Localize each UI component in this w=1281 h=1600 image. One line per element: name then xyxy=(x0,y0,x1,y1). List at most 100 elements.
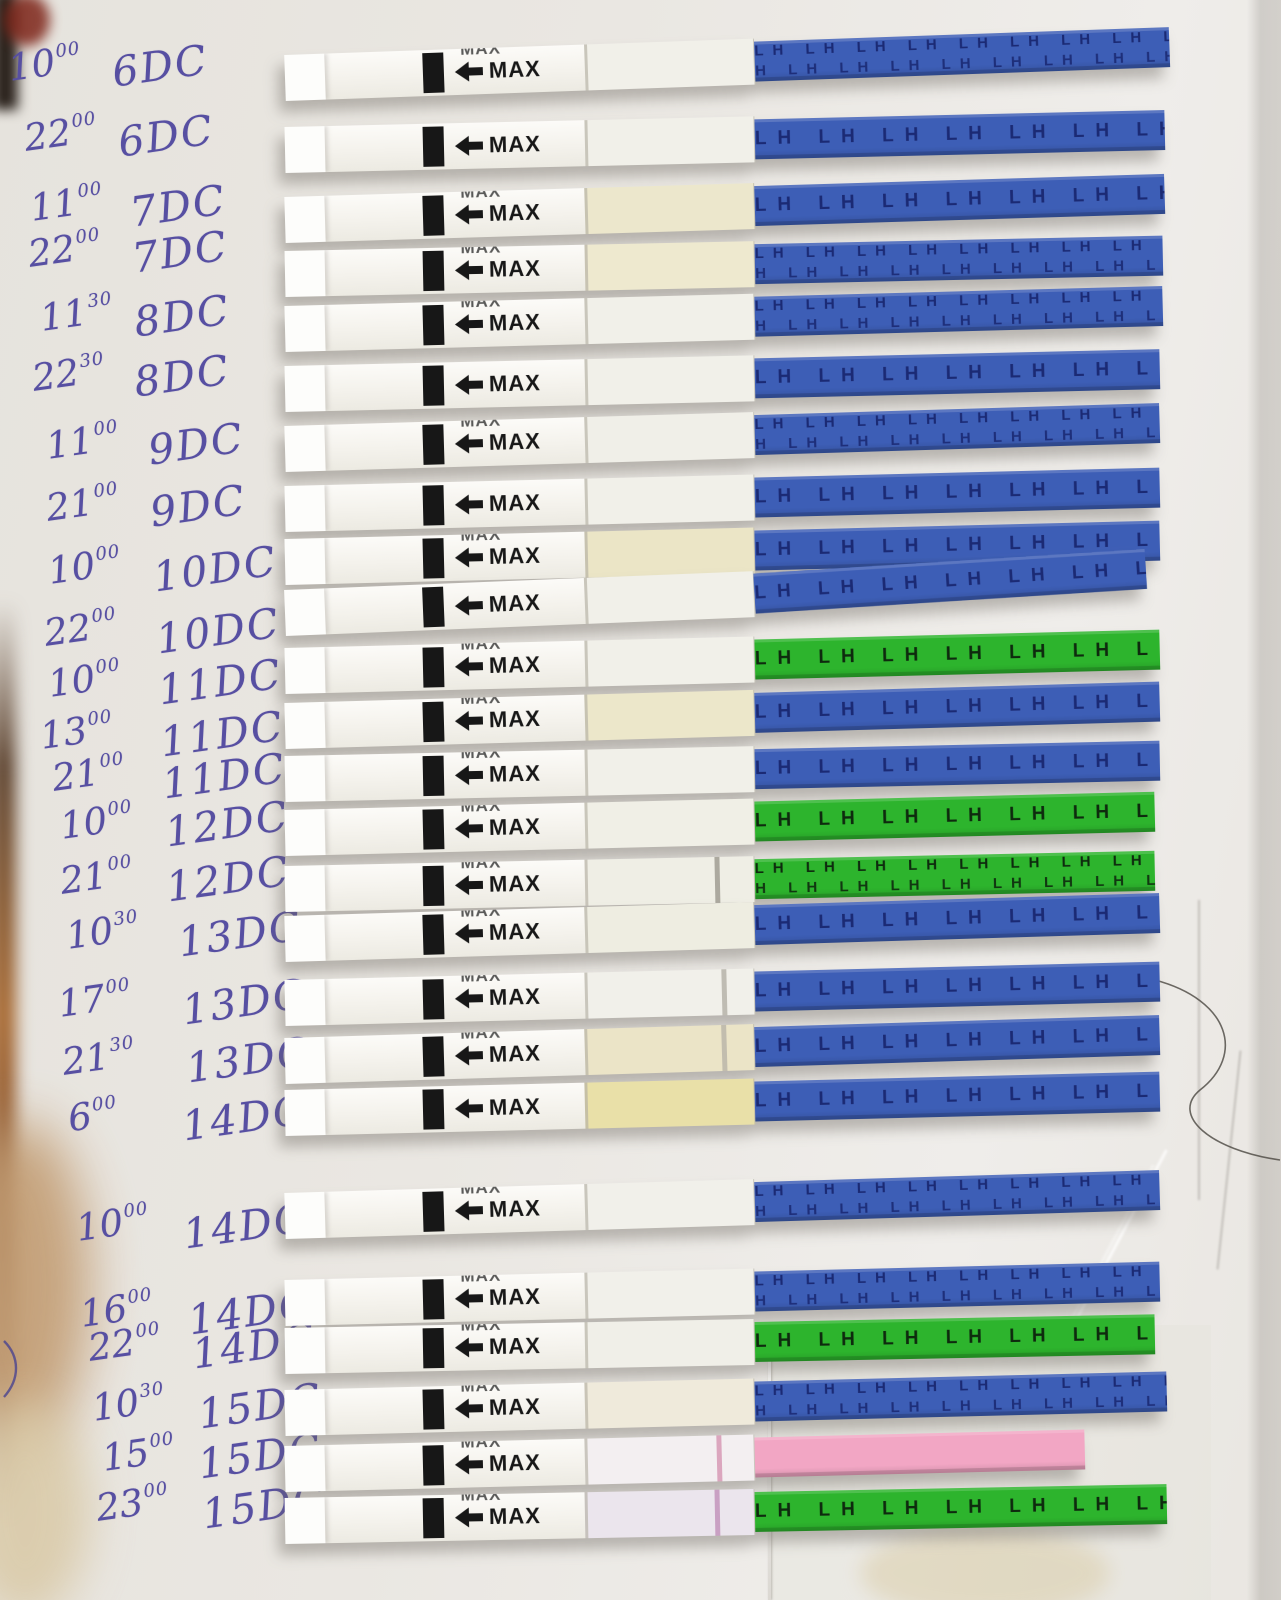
max-marker-block xyxy=(422,647,445,688)
strip-body: MAX MAX xyxy=(284,1378,756,1436)
time-label: 1500 xyxy=(99,1427,176,1480)
strip-body: MAX xyxy=(284,1078,756,1136)
test-line xyxy=(714,856,721,903)
max-label: MAX xyxy=(488,1333,542,1360)
result-window xyxy=(584,1488,756,1539)
result-window xyxy=(584,1378,756,1429)
max-arrow-icon xyxy=(466,141,484,150)
lh-print: LH LH LH LH LH LH LH LH LH LH LH LH LH L… xyxy=(754,741,1161,780)
window-border xyxy=(584,1492,589,1539)
window-border xyxy=(584,531,589,578)
strip-handle: LH LH LH LH LH LH LH LH LH LH LH LH LH L… xyxy=(754,467,1161,518)
strip-tip xyxy=(284,53,326,101)
time-label: 1030 xyxy=(89,1377,166,1430)
strip-body: MAX MAX xyxy=(284,1024,756,1084)
max-label-edge: MAX xyxy=(460,798,502,816)
result-window xyxy=(584,116,756,167)
result-window xyxy=(584,1179,756,1231)
strip-body: MAX MAX xyxy=(284,1434,756,1492)
max-label-edge: MAX xyxy=(460,636,502,654)
max-label: MAX xyxy=(488,1449,542,1477)
strip-tip xyxy=(284,485,326,532)
max-marker-block xyxy=(422,979,445,1020)
strip-body: MAX xyxy=(284,474,756,532)
max-label: MAX xyxy=(488,651,542,679)
max-arrow-icon xyxy=(466,716,484,725)
max-label: MAX xyxy=(488,1283,542,1311)
time-label: 2200 xyxy=(85,1317,162,1370)
strip-tip xyxy=(284,647,326,694)
max-label-edge: MAX xyxy=(460,968,502,986)
window-border xyxy=(584,694,589,741)
strip-body: MAX MAX xyxy=(284,902,756,962)
max-marker-block xyxy=(422,1089,445,1130)
window-border xyxy=(584,972,589,1019)
strip-body: MAX MAX xyxy=(284,746,756,802)
lh-print: LH LH LH LH LH LH LH LH LH LH LH LH LH L… xyxy=(754,893,1161,936)
result-window xyxy=(584,412,756,464)
result-window xyxy=(584,355,756,406)
time-label: 1000 xyxy=(57,795,134,848)
cycle-day-label: 8DC xyxy=(131,345,234,407)
max-marker-block xyxy=(422,126,445,167)
test-line xyxy=(714,1489,721,1536)
max-arrow-icon xyxy=(466,67,484,76)
right-edge-shading xyxy=(1247,0,1281,1600)
strip-tip xyxy=(284,538,326,585)
window-border xyxy=(584,1184,589,1231)
window-border xyxy=(584,1382,589,1429)
lh-print: LH LH LH LH LH LH LH LH LH LH LH LH LH L… xyxy=(754,682,1161,723)
strip-body: MAX MAX xyxy=(284,1268,756,1326)
max-label-edge: MAX xyxy=(460,856,502,873)
strip-body: MAX xyxy=(284,355,756,412)
strip-handle: LH LH LH LH LH LH LH LH LH LH LH LH LH L… xyxy=(754,1015,1161,1068)
ink-squiggle xyxy=(3,1340,18,1398)
lh-print: LH LH LH LH LH LH LH LH LH LH LH LH LH L… xyxy=(754,1484,1168,1522)
strip-tip xyxy=(284,1327,326,1374)
test-strip: MAX LH LH LH LH LH LH LH LH LH LH LH LH … xyxy=(284,346,1161,412)
strip-tip xyxy=(284,1497,326,1544)
bottomleft-skin-blur xyxy=(0,1400,90,1600)
window-border xyxy=(584,478,589,525)
scratch-mark xyxy=(1216,1050,1242,1270)
strip-body: MAX MAX xyxy=(284,636,756,694)
strip-tip xyxy=(284,1191,326,1239)
max-marker-block xyxy=(422,365,445,406)
strip-tip xyxy=(284,865,326,912)
result-window xyxy=(584,474,756,525)
cycle-day-label: 9DC xyxy=(147,475,250,537)
strip-body: MAX MAX xyxy=(284,689,756,749)
max-label: MAX xyxy=(488,1040,542,1067)
strip-tip xyxy=(284,126,326,173)
lh-print: LH LH LH LH LH LH LH LH LH LH LH LH LH L… xyxy=(754,1314,1156,1352)
time-label: 1030 xyxy=(63,905,140,958)
strip-tip xyxy=(284,701,326,749)
strip-tip xyxy=(284,809,326,856)
max-marker-block xyxy=(422,809,445,850)
cycle-day-label: 8DC xyxy=(131,285,234,347)
strip-tip xyxy=(284,1389,326,1436)
max-marker-block xyxy=(422,1327,445,1369)
window-border xyxy=(584,244,589,291)
time-label: 1100 xyxy=(27,177,104,230)
window-border xyxy=(584,1438,589,1485)
max-label-edge: MAX xyxy=(460,1268,502,1286)
max-marker-block xyxy=(422,1445,445,1486)
strip-handle: LH LH LH LH LH LH LH LH LH LH LH LH LH L… xyxy=(754,893,1161,946)
time-label: 1100 xyxy=(43,415,120,468)
strip-handle: LH LH LH LH LH LH LH LH LH LH LH LH LH L… xyxy=(754,27,1171,82)
window-border xyxy=(584,1082,589,1129)
window-border xyxy=(584,44,589,91)
max-arrow-icon xyxy=(466,1104,484,1113)
max-arrow-icon xyxy=(466,439,484,448)
strip-handle: LH LH LH LH LH LH LH LH LH LH LH LH LH L… xyxy=(754,681,1161,733)
strip-tip xyxy=(284,914,326,962)
max-label: MAX xyxy=(488,309,542,336)
window-border xyxy=(584,907,589,954)
strip-body: MAX MAX xyxy=(284,38,756,101)
max-marker-block xyxy=(422,538,445,579)
window-border xyxy=(584,640,589,687)
time-label: 600 xyxy=(65,1091,119,1141)
result-window xyxy=(584,241,756,291)
strip-body: MAX MAX xyxy=(284,412,756,472)
